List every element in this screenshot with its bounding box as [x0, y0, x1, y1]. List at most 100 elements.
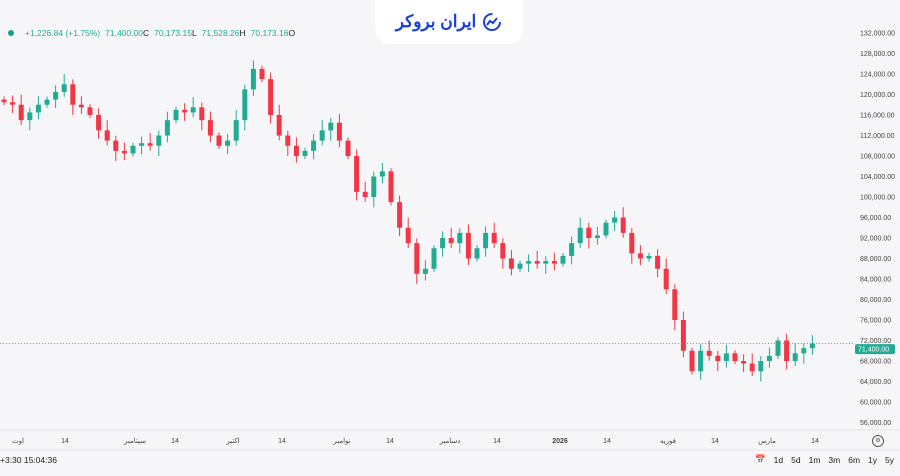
- candle-up: [809, 343, 815, 349]
- candle-up: [173, 109, 179, 121]
- candle-down: [216, 135, 222, 146]
- candle-up: [612, 217, 618, 223]
- legend-close-key: C: [142, 28, 150, 38]
- candle-up: [35, 104, 41, 113]
- legend-low: 70,173.15: [154, 28, 192, 38]
- candle-down: [629, 232, 635, 254]
- candle-down: [207, 120, 213, 136]
- price-tick-label: 76,000.00: [860, 318, 891, 325]
- candle-up: [371, 176, 377, 197]
- candle-down: [104, 130, 110, 141]
- legend-high-key: H: [239, 28, 246, 38]
- legend-open: 70,173.16: [250, 28, 289, 38]
- candle-down: [586, 227, 592, 238]
- candle-up: [53, 91, 59, 100]
- candle-down: [715, 355, 721, 361]
- candle-up: [758, 361, 764, 372]
- candle-down: [784, 340, 790, 361]
- candle-down: [672, 289, 678, 320]
- candle-up: [302, 150, 308, 156]
- logo-text: ایران بروکر: [395, 12, 477, 31]
- time-tick-label: اوت: [12, 437, 24, 445]
- candle-down: [448, 238, 454, 244]
- price-tick-label: 112,000.00: [860, 133, 895, 140]
- candle-up: [27, 112, 33, 121]
- candle-up: [775, 340, 781, 356]
- candle-up: [379, 171, 385, 177]
- candle-down: [18, 104, 24, 121]
- range-1m[interactable]: 1m: [808, 454, 821, 465]
- candle-down: [732, 353, 738, 361]
- calendar-icon[interactable]: 📅: [755, 454, 766, 464]
- price-tick-label: 72,000.00: [860, 338, 891, 345]
- time-tick-label: 14: [386, 438, 394, 445]
- candle-down: [397, 202, 403, 228]
- price-tick-label: 64,000.00: [860, 379, 891, 386]
- time-tick-label: فوریه: [660, 438, 676, 445]
- time-tick-label: 14: [61, 438, 69, 445]
- range-3m[interactable]: 3m: [828, 454, 841, 465]
- candle-up: [723, 353, 729, 361]
- candle-down: [182, 109, 188, 113]
- candle-down: [637, 253, 643, 259]
- candle-up: [242, 89, 248, 121]
- candle-up: [156, 135, 162, 146]
- footer-bar: +3:30 15:04:36 📅 1d 5d 1m 3m 6m 1y 5y: [0, 452, 900, 471]
- candle-down: [620, 217, 626, 233]
- candle-down: [336, 122, 342, 141]
- time-tick-label: مارس: [758, 437, 776, 445]
- range-6m[interactable]: 6m: [848, 454, 861, 465]
- candle-down: [87, 107, 93, 115]
- legend-low-key: L: [191, 28, 197, 38]
- price-tick-label: 92,000.00: [860, 236, 891, 243]
- candle-up: [483, 232, 489, 249]
- candle-down: [655, 255, 661, 269]
- candle-up: [319, 130, 325, 141]
- range-1y[interactable]: 1y: [868, 454, 878, 465]
- last-price-label: 71,400.00: [858, 347, 889, 354]
- candle-down: [121, 150, 127, 154]
- candle-down: [414, 243, 420, 274]
- time-tick-label: 14: [811, 438, 819, 445]
- candle-down: [259, 68, 265, 80]
- candle-down: [96, 115, 102, 131]
- candle-up: [801, 348, 807, 354]
- axis-settings-icon[interactable]: ⚙: [872, 435, 884, 447]
- range-1d[interactable]: 1d: [773, 454, 784, 465]
- range-5y[interactable]: 5y: [885, 454, 894, 465]
- range-5d[interactable]: 5d: [791, 454, 801, 465]
- candle-up: [698, 350, 704, 372]
- price-tick-label: 84,000.00: [860, 277, 891, 284]
- candle-up: [766, 355, 772, 361]
- candle-up: [130, 145, 136, 154]
- candle-down: [551, 261, 557, 264]
- price-tick-label: 80,000.00: [860, 297, 891, 304]
- trend-chart-icon: [483, 13, 502, 31]
- candle-up: [569, 243, 575, 256]
- candle-up: [440, 238, 446, 249]
- timezone-clock[interactable]: +3:30 15:04:36: [0, 455, 57, 465]
- candle-down: [749, 363, 755, 372]
- candle-down: [680, 320, 686, 351]
- candle-down: [706, 350, 712, 356]
- candle-up: [250, 68, 256, 90]
- candle-up: [474, 248, 480, 259]
- time-tick-label: اکتبر: [225, 437, 239, 445]
- status-dot-icon: [8, 30, 14, 36]
- candle-up: [517, 263, 523, 269]
- candle-up: [431, 248, 437, 269]
- time-tick-label: 14: [711, 438, 719, 445]
- candle-down: [534, 261, 540, 264]
- price-tick-label: 56,000.00: [860, 420, 891, 427]
- time-tick-label: دسامبر: [439, 437, 461, 445]
- candle-down: [663, 268, 669, 290]
- price-tick-label: 132,000.00: [860, 31, 895, 38]
- candle-up: [457, 232, 463, 244]
- price-tick-label: 116,000.00: [860, 113, 895, 120]
- range-selector: 📅 1d 5d 1m 3m 6m 1y 5y: [755, 454, 894, 465]
- brand-logo: ایران بروکر: [375, 0, 523, 44]
- candle-down: [491, 232, 497, 244]
- candle-down: [199, 107, 205, 121]
